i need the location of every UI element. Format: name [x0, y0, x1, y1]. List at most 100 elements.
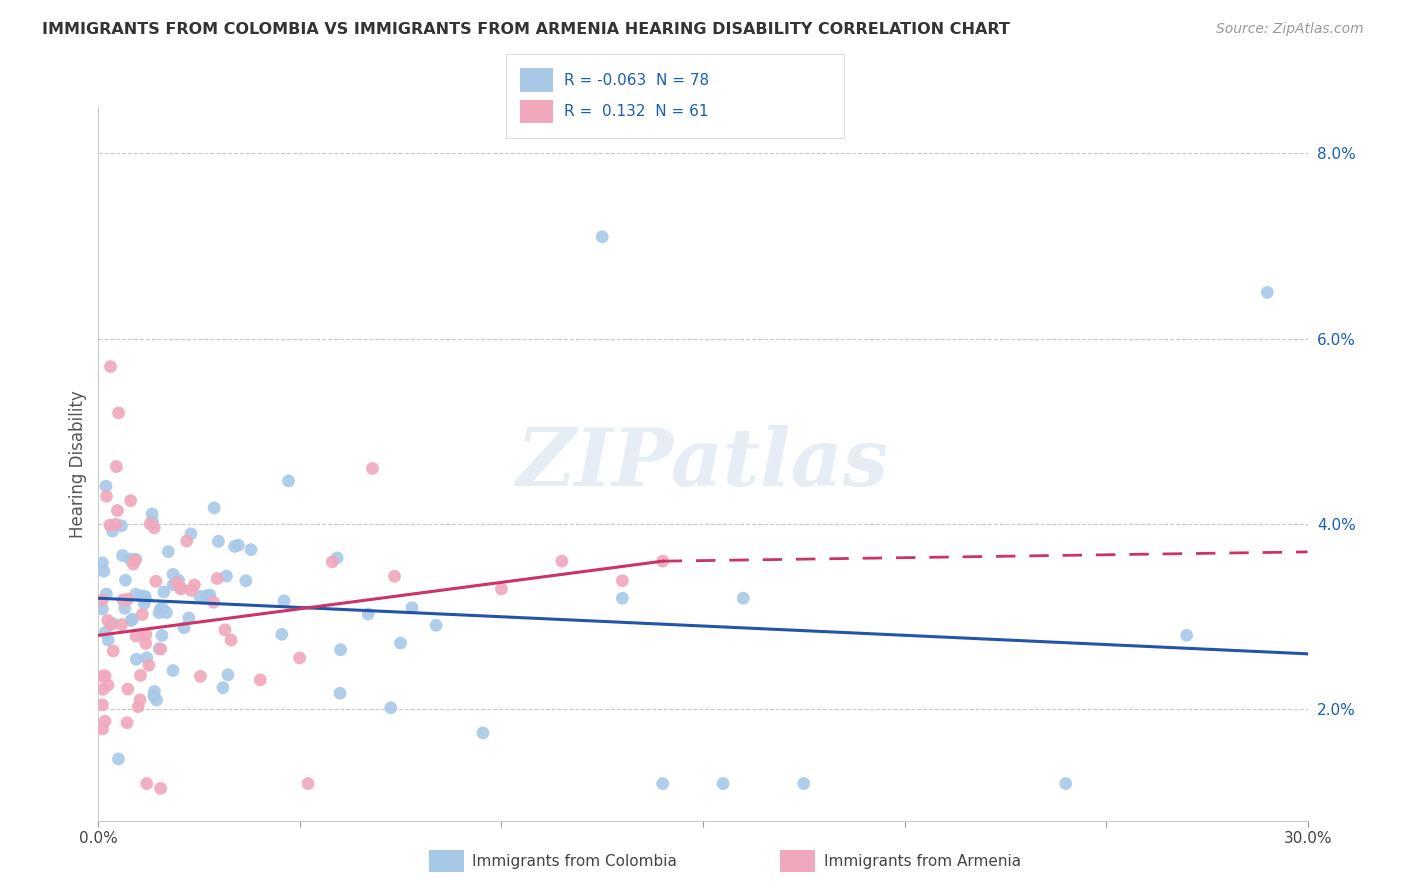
Text: R =  0.132  N = 61: R = 0.132 N = 61 [564, 104, 709, 120]
Point [120, 493, 142, 508]
Point [148, 606, 170, 620]
Point [214, 623, 236, 637]
Point [361, 461, 384, 475]
Point [180, 526, 202, 541]
Point [326, 550, 349, 565]
Point [118, 552, 141, 566]
Point [97, 614, 120, 628]
Point [91, 698, 114, 712]
Point [141, 507, 163, 521]
Point [173, 621, 195, 635]
FancyBboxPatch shape [520, 100, 554, 123]
Point [94, 714, 117, 729]
Point [277, 474, 299, 488]
Point [129, 693, 152, 707]
Point [94, 625, 117, 640]
Point [143, 521, 166, 535]
Point [112, 593, 135, 607]
Point [149, 781, 172, 796]
Point [491, 582, 513, 596]
Point [104, 517, 127, 532]
Point [183, 578, 205, 592]
Point [155, 606, 177, 620]
Point [793, 776, 815, 790]
Text: Immigrants from Armenia: Immigrants from Armenia [824, 855, 1021, 869]
Point [1054, 776, 1077, 790]
Point [288, 651, 311, 665]
Point [110, 518, 132, 533]
Point [96, 489, 118, 503]
Point [551, 554, 574, 568]
Point [215, 569, 238, 583]
Point [177, 611, 200, 625]
Point [142, 689, 165, 703]
Point [134, 597, 156, 611]
Point [180, 583, 202, 598]
Point [100, 359, 122, 374]
Point [471, 726, 494, 740]
Point [138, 658, 160, 673]
Point [135, 627, 157, 641]
Point [117, 592, 139, 607]
Point [94, 669, 117, 683]
Point [125, 629, 148, 643]
Point [127, 699, 149, 714]
Text: IMMIGRANTS FROM COLOMBIA VS IMMIGRANTS FROM ARMENIA HEARING DISABILITY CORRELATI: IMMIGRANTS FROM COLOMBIA VS IMMIGRANTS F… [42, 22, 1010, 37]
Point [170, 582, 193, 596]
Point [733, 591, 755, 606]
Point [329, 642, 352, 657]
Point [91, 556, 114, 570]
Point [114, 573, 136, 587]
Point [162, 578, 184, 592]
Point [651, 554, 673, 568]
Point [91, 593, 114, 607]
Point [124, 587, 146, 601]
Point [357, 607, 380, 621]
Point [198, 588, 221, 602]
Point [150, 628, 173, 642]
Point [389, 636, 412, 650]
Point [169, 582, 191, 596]
Point [134, 590, 156, 604]
Point [651, 776, 673, 790]
Point [591, 229, 613, 244]
Point [224, 540, 246, 554]
Point [217, 668, 239, 682]
Point [98, 518, 121, 533]
Point [143, 684, 166, 698]
Point [162, 567, 184, 582]
Point [149, 642, 172, 657]
Point [135, 776, 157, 790]
Point [384, 569, 406, 583]
Point [114, 601, 136, 615]
Point [157, 544, 180, 558]
Point [207, 534, 229, 549]
Point [100, 617, 122, 632]
Point [141, 515, 163, 529]
Point [124, 553, 146, 567]
Point [162, 664, 184, 678]
Point [93, 564, 115, 578]
Point [202, 500, 225, 515]
Point [273, 594, 295, 608]
Point [1256, 285, 1278, 300]
Point [115, 715, 138, 730]
Point [207, 572, 229, 586]
Point [270, 627, 292, 641]
Point [166, 575, 188, 590]
Point [167, 574, 190, 588]
Point [711, 776, 734, 790]
Point [101, 644, 124, 658]
Point [148, 641, 170, 656]
Point [235, 574, 257, 588]
Point [176, 534, 198, 549]
Point [107, 503, 129, 517]
Point [135, 636, 157, 650]
Point [219, 633, 242, 648]
Point [239, 542, 262, 557]
Point [190, 669, 212, 683]
Point [107, 752, 129, 766]
Point [145, 574, 167, 589]
Point [101, 524, 124, 538]
Point [96, 587, 118, 601]
